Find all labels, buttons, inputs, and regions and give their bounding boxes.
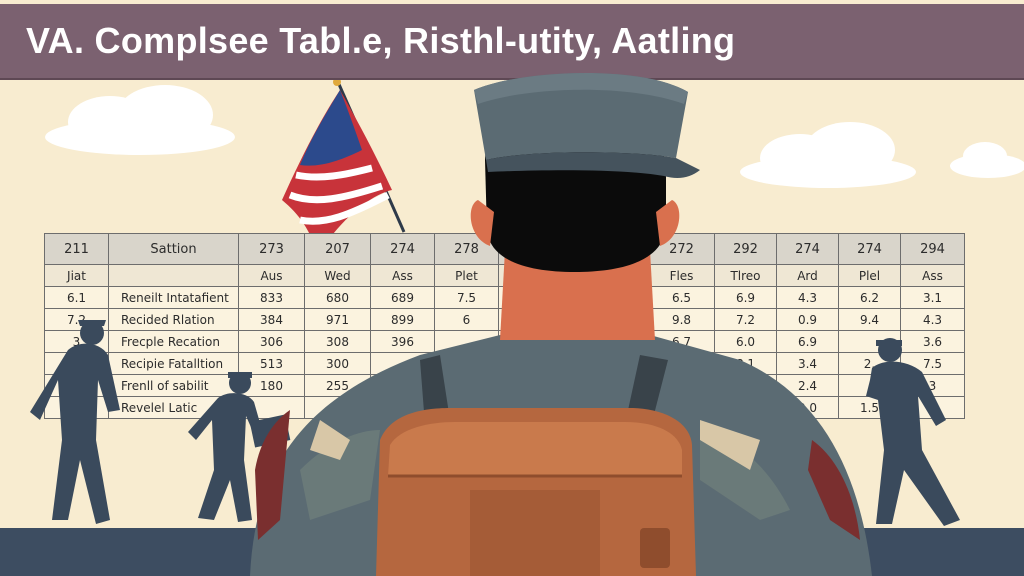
table-cell: 4.3: [776, 286, 839, 309]
table-cell: 396: [370, 330, 435, 353]
table-cell: Sattion: [108, 233, 239, 265]
soldier-cap: [474, 72, 700, 178]
table-cell: Jiat: [44, 264, 109, 287]
title-banner: VA. Complsee Tabl.e, Risthl-utity, Aatli…: [0, 4, 1024, 80]
cloud-far-right: [950, 142, 1024, 178]
table-cell: 272: [648, 233, 715, 265]
table-cell: 308: [304, 330, 371, 353]
page-title: VA. Complsee Tabl.e, Risthl-utity, Aatli…: [26, 20, 736, 61]
table-cell: 292: [714, 233, 777, 265]
silhouette-worker-left: [30, 320, 120, 524]
soldier-figure: [250, 72, 872, 576]
backpack: [376, 408, 696, 576]
table-cell: 211: [44, 233, 109, 265]
table-cell: 207: [304, 233, 371, 265]
table-cell: Aus: [238, 264, 305, 287]
table-cell: Reneilt Intatafient: [108, 286, 239, 309]
cloud-left: [45, 85, 235, 155]
table-cell: 300: [304, 352, 371, 375]
cloud-right: [740, 122, 916, 188]
table-cell: Recipie Fatalltion: [108, 352, 239, 375]
american-flag-icon: [282, 78, 406, 255]
table-cell: 274: [776, 233, 839, 265]
table-cell: 9.4: [838, 308, 901, 331]
soldier-neck: [500, 250, 655, 340]
table-cell: 0.9: [776, 308, 839, 331]
table-cell: Wed: [304, 264, 371, 287]
silhouette-worker-right: [866, 338, 960, 526]
table-cell: Ass: [370, 264, 435, 287]
table-cell: Tlreo: [714, 264, 777, 287]
